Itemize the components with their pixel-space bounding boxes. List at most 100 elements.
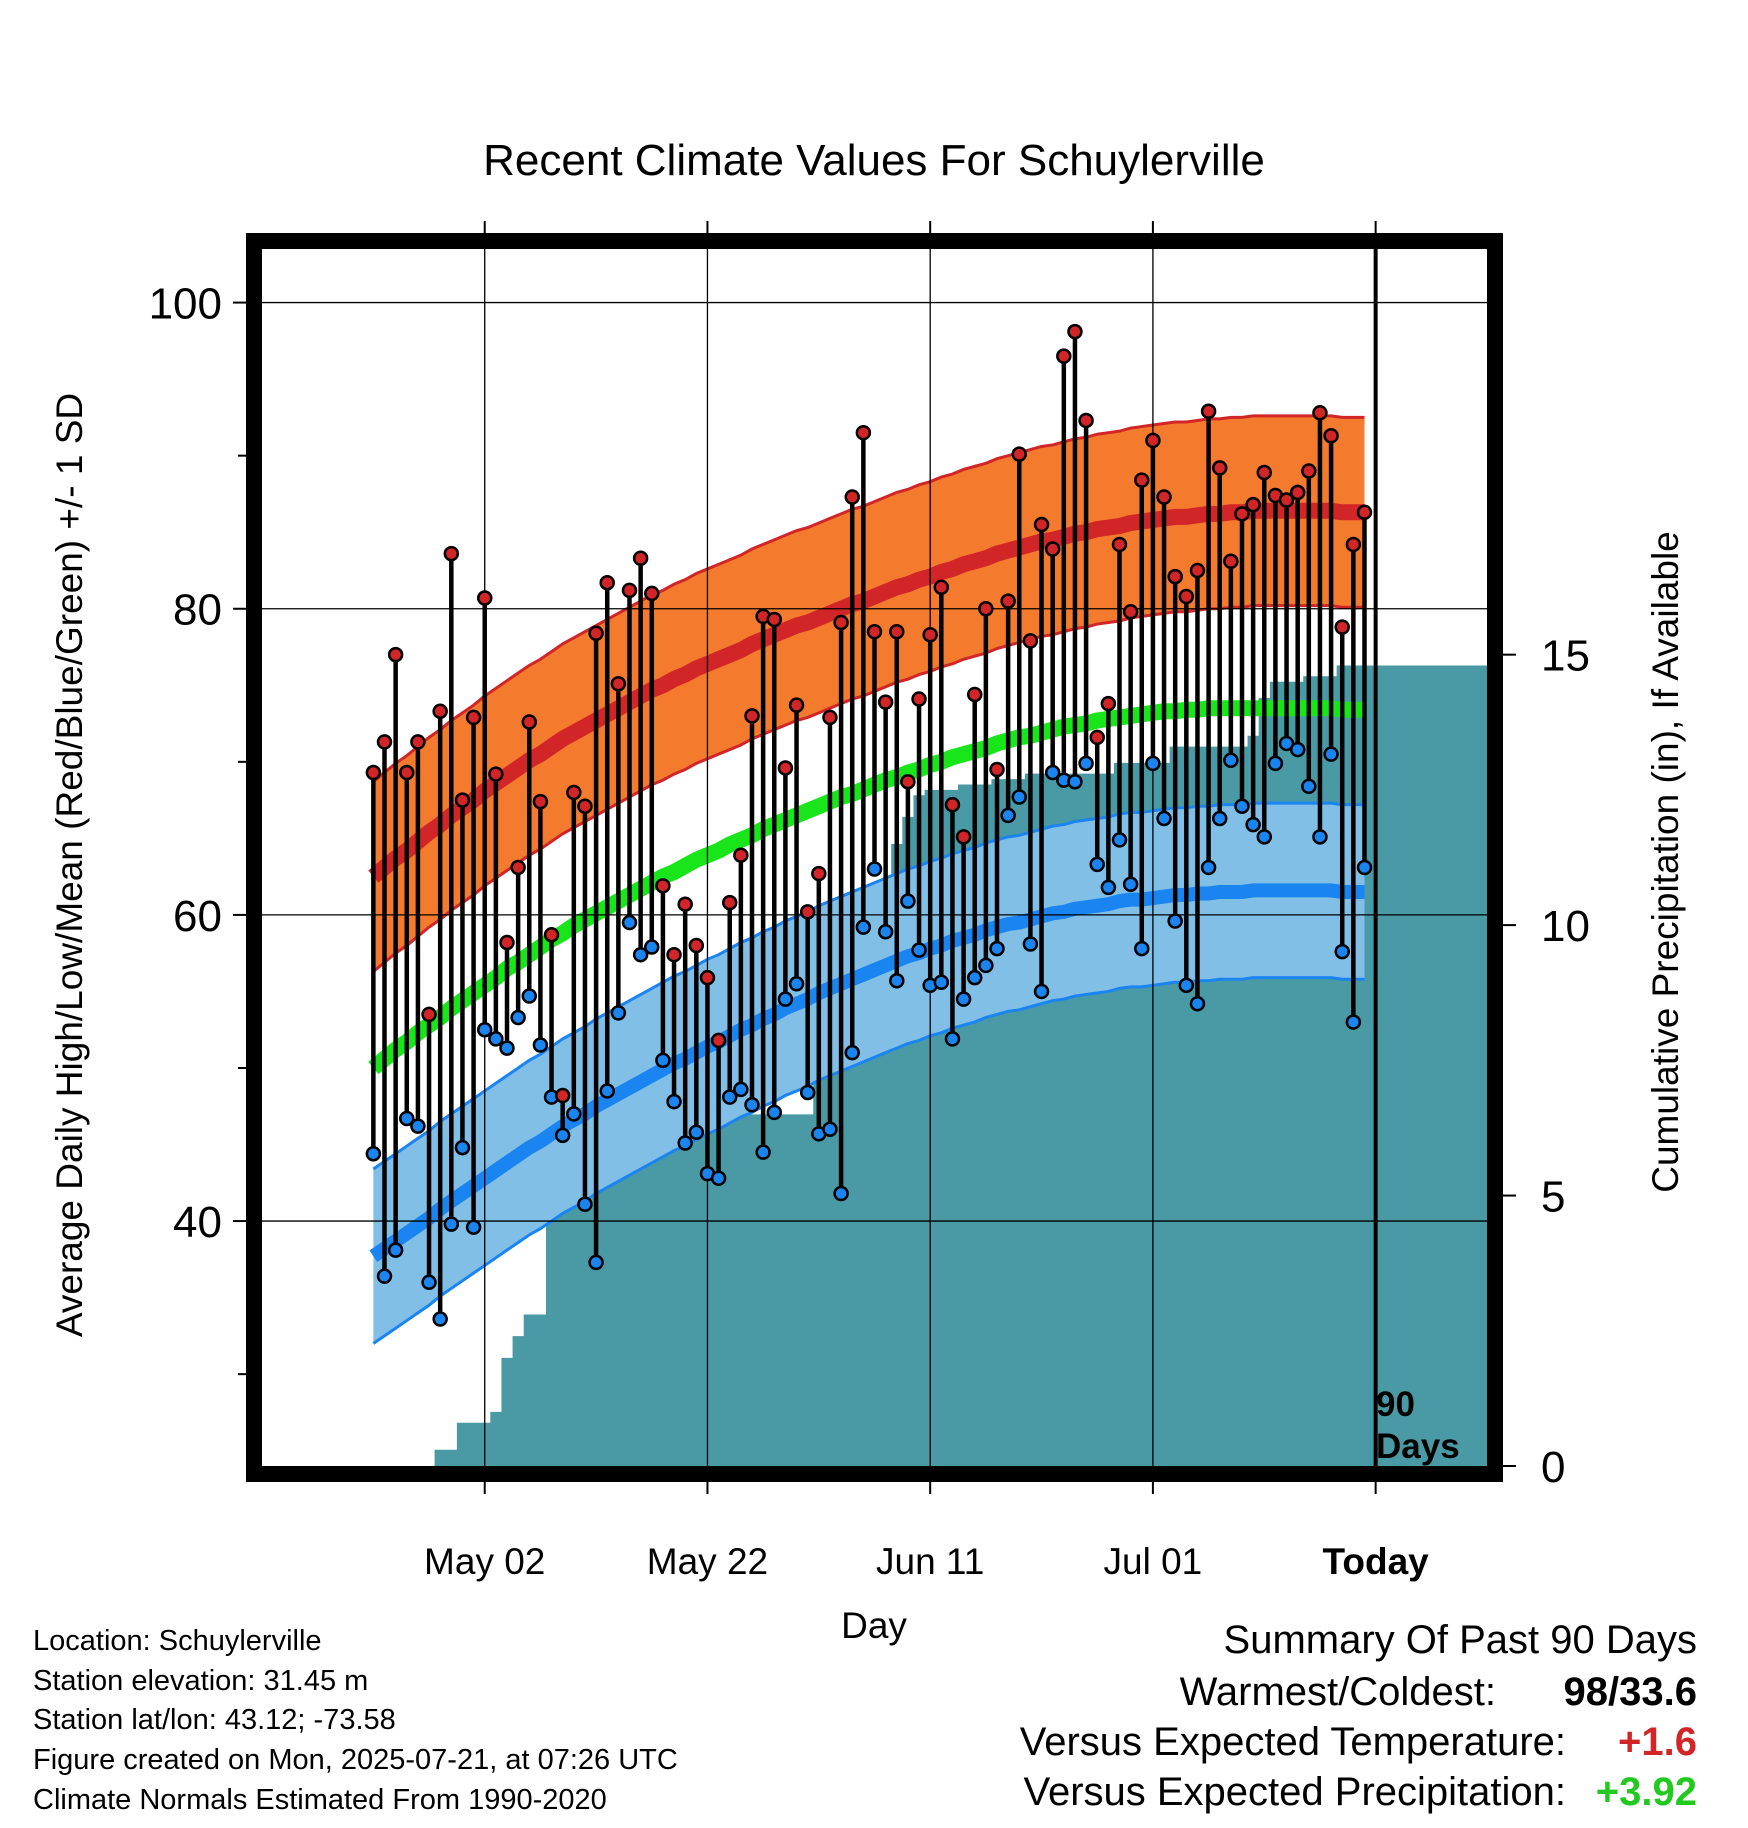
daily-low-point (1301, 778, 1317, 795)
daily-low-point (1100, 879, 1117, 896)
daily-low-point (443, 1216, 460, 1232)
y2-axis-label: Cumulative Precipitation (in), If Availa… (1645, 531, 1686, 1193)
daily-high-point (1178, 588, 1195, 605)
daily-high-point (933, 579, 950, 596)
daily-high-point (488, 766, 504, 782)
daily-low-point (1178, 977, 1195, 994)
daily-low-point (1223, 752, 1239, 769)
daily-high-point (577, 798, 593, 814)
temp-anomaly-label: Versus Expected Temperature: (1019, 1720, 1566, 1764)
daily-low-point (1345, 1014, 1362, 1030)
daily-low-point (966, 969, 983, 986)
extremes-label: Warmest/Coldest: (1179, 1670, 1496, 1714)
daily-high-point (1312, 405, 1328, 421)
daily-high-point (666, 946, 682, 963)
daily-low-point (844, 1044, 860, 1061)
daily-high-point (610, 676, 627, 692)
daily-high-point (432, 703, 448, 720)
daily-low-point (1111, 832, 1128, 848)
daily-high-point (1033, 516, 1050, 533)
daily-high-point (521, 714, 538, 730)
daily-high-point (454, 792, 471, 808)
today-annotation-line2: Days (1376, 1427, 1460, 1466)
daily-high-point (1256, 464, 1273, 481)
location-text: Location: Schuylerville (33, 1625, 322, 1657)
daily-low-point (755, 1144, 771, 1160)
daily-high-point (833, 614, 849, 631)
daily-high-point (1167, 568, 1183, 585)
daily-low-point (1134, 940, 1150, 957)
frame-layer (246, 233, 1503, 1482)
daily-low-point (1267, 755, 1284, 772)
daily-low-point (1200, 859, 1217, 876)
daily-high-point (410, 734, 426, 750)
daily-high-point (721, 894, 738, 911)
daily-low-point (365, 1145, 382, 1162)
daily-high-point (855, 424, 872, 441)
today-annotation-line1: 90 (1376, 1385, 1415, 1424)
daily-low-point (1145, 755, 1161, 772)
daily-low-point (666, 1093, 682, 1110)
x-tick-label: May 02 (424, 1541, 545, 1582)
daily-high-point (688, 937, 705, 954)
daily-low-point (1289, 741, 1306, 758)
daily-low-point (1011, 789, 1028, 805)
daily-low-point (566, 1106, 582, 1122)
daily-low-point (644, 939, 660, 955)
y-tick-label: 40 (173, 1198, 222, 1247)
daily-low-point (610, 1005, 627, 1021)
daily-high-point (955, 829, 972, 845)
daily-low-point (1044, 764, 1061, 781)
daily-low-point (621, 914, 638, 931)
today-annotation: 90 Days (1376, 1385, 1460, 1466)
daily-low-point (1156, 810, 1172, 827)
daily-low-point (677, 1135, 693, 1151)
daily-low-point (833, 1185, 849, 1202)
daily-high-point (1011, 446, 1028, 462)
x-tick-label: Today (1323, 1541, 1430, 1582)
daily-high-point (822, 709, 838, 726)
daily-low-point (421, 1274, 437, 1291)
daily-low-point (721, 1089, 738, 1105)
daily-high-point (699, 969, 716, 986)
latlon-text: Station lat/lon: 43.12; -73.58 (33, 1704, 396, 1736)
extremes-value: 98/33.6 (1563, 1670, 1697, 1714)
daily-high-point (733, 847, 749, 863)
daily-high-point (1156, 489, 1172, 505)
daily-low-point (432, 1311, 448, 1327)
daily-high-point (554, 1087, 571, 1104)
daily-low-point (632, 946, 649, 963)
daily-low-point (488, 1031, 504, 1047)
daily-high-point (588, 625, 604, 641)
x-tick-label: Jul 01 (1104, 1541, 1203, 1582)
daily-low-point (1256, 829, 1273, 845)
daily-low-point (799, 1084, 816, 1101)
normals-text: Climate Normals Estimated From 1990-2020 (33, 1784, 607, 1816)
precip-anomaly-label: Versus Expected Precipitation: (1023, 1770, 1566, 1814)
daily-high-point (599, 574, 615, 591)
daily-low-point (387, 1242, 404, 1258)
daily-high-point (1134, 472, 1150, 488)
daily-high-point (889, 623, 905, 640)
daily-high-point (1211, 460, 1228, 476)
daily-high-point (1145, 432, 1161, 449)
daily-low-point (1022, 936, 1039, 952)
temp-anomaly-value: +1.6 (1618, 1720, 1697, 1764)
daily-high-point (1278, 492, 1295, 508)
daily-high-point (421, 1006, 437, 1023)
daily-high-point (966, 686, 983, 703)
daily-low-point (532, 1037, 549, 1053)
daily-low-point (476, 1021, 493, 1038)
daily-low-point (877, 923, 894, 940)
daily-high-point (900, 773, 916, 790)
normal-low-band (373, 803, 1365, 1344)
y-tick-label: 60 (173, 892, 222, 941)
axes-layer: 40 60 80 100 0 5 10 15 May 02 May 22 Jun 11 Jul 01 T… (149, 221, 1590, 1582)
daily-high-point (1089, 729, 1105, 746)
daily-low-point (1211, 810, 1228, 827)
daily-high-point (922, 627, 938, 643)
daily-low-point (410, 1118, 426, 1134)
daily-high-point (677, 896, 693, 912)
y2-tick-label: 15 (1541, 632, 1590, 681)
